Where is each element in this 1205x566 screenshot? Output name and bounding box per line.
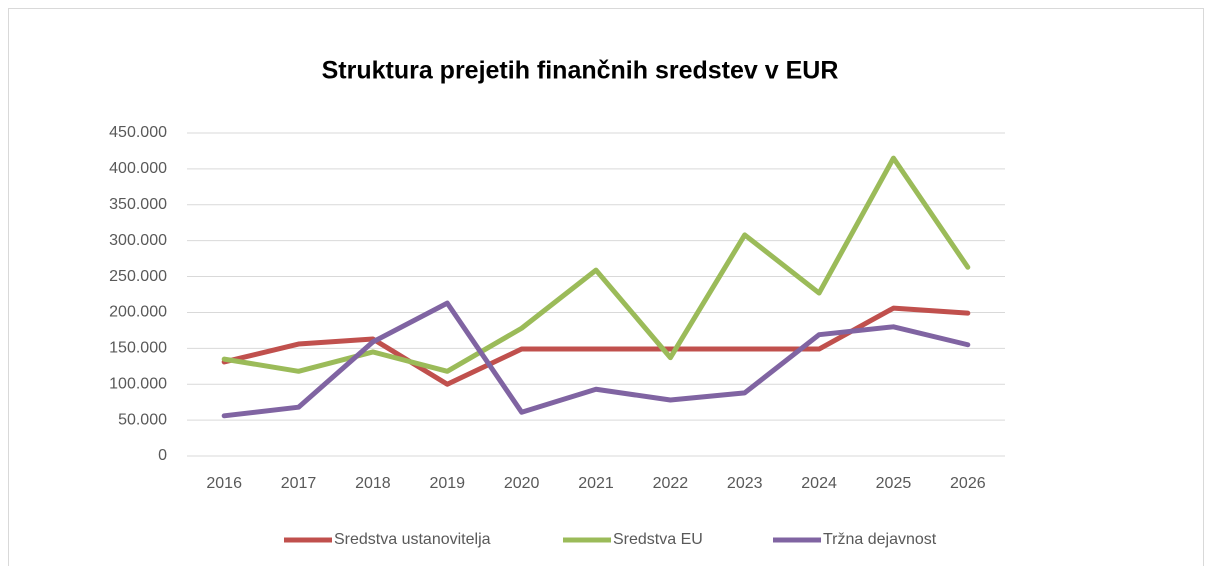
x-tick-label: 2024: [801, 475, 837, 492]
y-tick-label: 150.000: [109, 340, 167, 357]
x-tick-label: 2025: [876, 475, 912, 492]
y-tick-label: 0: [158, 447, 167, 464]
y-tick-label: 50.000: [118, 411, 167, 428]
legend-label: Sredstva EU: [613, 531, 703, 548]
series-line: [221, 305, 971, 387]
y-tick-label: 200.000: [109, 304, 167, 321]
chart-title: Struktura prejetih finančnih sredstev v …: [322, 57, 839, 85]
y-tick-label: 250.000: [109, 268, 167, 285]
x-tick-label: 2018: [355, 475, 391, 492]
y-tick-label: 350.000: [109, 196, 167, 213]
series-line: [221, 300, 971, 419]
x-tick-label: 2019: [429, 475, 465, 492]
y-tick-label: 450.000: [109, 124, 167, 141]
x-tick-label: 2020: [504, 475, 540, 492]
y-tick-label: 300.000: [109, 232, 167, 249]
x-tick-label: 2023: [727, 475, 763, 492]
x-tick-label: 2026: [950, 475, 986, 492]
x-tick-label: 2021: [578, 475, 614, 492]
x-tick-label: 2022: [653, 475, 689, 492]
chart-frame: [8, 8, 1204, 566]
y-tick-label: 100.000: [109, 375, 167, 392]
x-tick-label: 2016: [206, 475, 242, 492]
y-tick-label: 400.000: [109, 160, 167, 177]
x-tick-label: 2017: [281, 475, 317, 492]
series-line: [221, 155, 971, 374]
legend-label: Tržna dejavnost: [823, 531, 937, 548]
legend-label: Sredstva ustanovitelja: [334, 531, 491, 548]
